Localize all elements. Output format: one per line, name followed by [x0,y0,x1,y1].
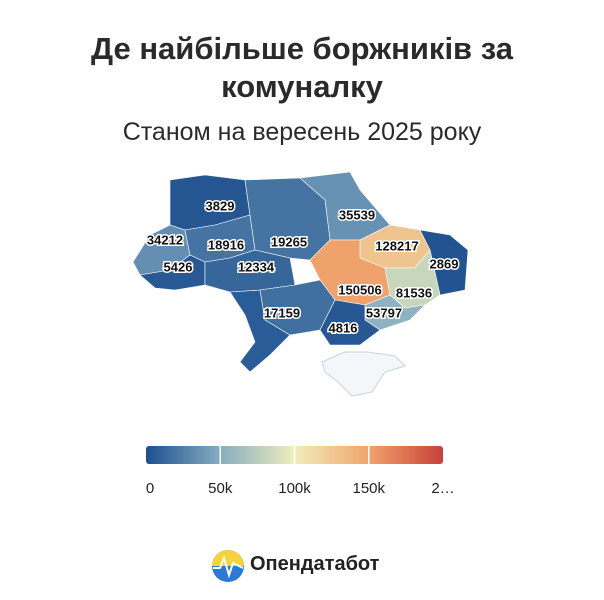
region-value-label: 12334 [238,259,275,274]
region-value-label: 19265 [271,234,307,249]
region [319,299,381,346]
region-value-label: 35539 [339,207,375,222]
title: Де найбільше боржників за комуналку [91,31,513,104]
region-value-label: 53797 [366,305,402,320]
region-value-label: 5426 [164,259,193,274]
region-value-label: 4816 [329,320,358,335]
region-value-label: 2869 [430,256,459,271]
colorbar-tick-label: 50k [208,480,233,497]
crimea [321,351,406,397]
region-value-label: 128217 [375,238,418,253]
region-value-label: 17159 [264,305,300,320]
brand-name: Опендатабот [250,553,380,575]
colorbar-tick-label: 100k [278,480,311,497]
subtitle: Станом на вересень 2025 року [122,118,482,146]
brand-logo [212,550,244,582]
region-value-label: 34212 [147,232,183,247]
region-value-label: 150506 [338,282,381,297]
region-value-label: 18916 [208,237,244,252]
colorbar-tick-label: 0 [146,480,154,497]
colorbar-tick-label: 2… [431,480,454,497]
region-value-label: 81536 [396,285,432,300]
region-value-label: 3829 [206,198,235,213]
colorbar-tick-label: 150k [352,480,385,497]
